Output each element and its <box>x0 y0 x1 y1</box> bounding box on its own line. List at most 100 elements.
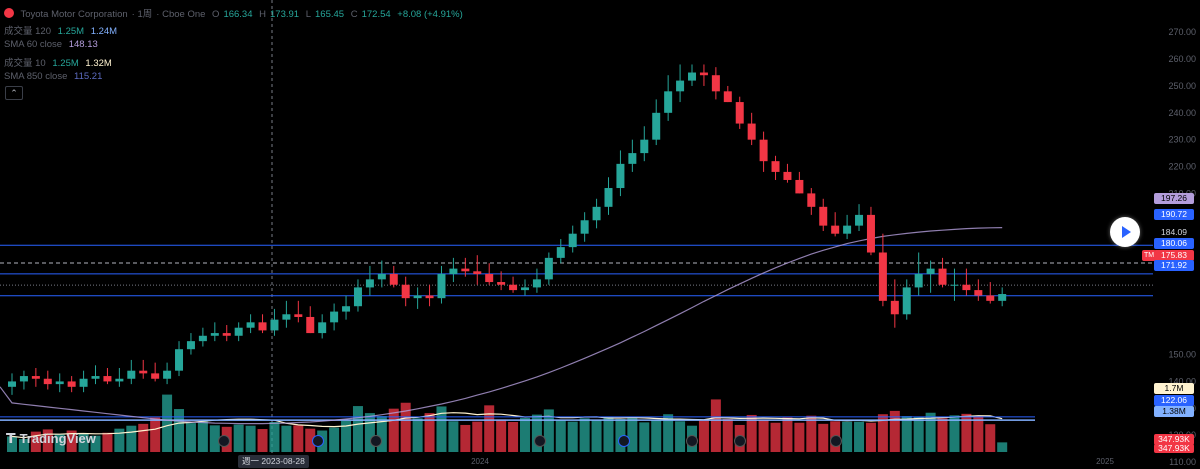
indicator-volume-120[interactable]: 成交量 120 1.25M 1.24M <box>4 26 118 37</box>
volume-bar <box>281 425 292 452</box>
volume-bar <box>90 435 101 452</box>
candle-body <box>186 341 195 350</box>
indicator-sma-60[interactable]: SMA 60 close 148.13 <box>4 39 98 50</box>
candle-body <box>246 322 255 328</box>
candle-body <box>222 333 231 336</box>
ohlc-low: 165.45 <box>315 9 345 20</box>
candle-body <box>8 381 16 387</box>
volume-bar <box>555 420 566 452</box>
volume-bar <box>42 429 53 452</box>
collapse-indicators-button[interactable]: ⌃ <box>5 86 23 100</box>
y-tick-label: 240.00 <box>1168 108 1196 118</box>
candle-body <box>902 287 911 315</box>
volume-bar <box>185 423 196 452</box>
ohlc-open: 166.34 <box>223 9 253 20</box>
volume-bar <box>102 432 113 452</box>
volume-bar <box>806 415 817 452</box>
volume-bar <box>842 421 853 452</box>
candle-body <box>520 287 529 291</box>
y-tick-label: 230.00 <box>1168 135 1196 145</box>
ohlc-close-label: C <box>350 9 358 20</box>
candle-body <box>866 214 875 253</box>
candle-body <box>509 284 518 291</box>
candle-body <box>163 370 172 379</box>
volume-bar <box>460 424 471 452</box>
dashed-line-label: 184.09 <box>1161 227 1187 237</box>
volume-bar <box>901 416 912 452</box>
candle-body <box>532 279 541 288</box>
volume-bar <box>519 417 530 452</box>
candle-body <box>497 282 506 285</box>
ohlc-high-label: H <box>259 9 267 20</box>
indicator-sma-850[interactable]: SMA 850 close 115.21 <box>4 71 103 82</box>
volume-bar <box>913 416 924 452</box>
candle-body <box>318 322 327 334</box>
candle-body <box>377 273 386 280</box>
timeframe[interactable]: 1周 <box>137 9 153 20</box>
volume-bar <box>209 425 220 452</box>
volume-bar <box>197 421 208 452</box>
volume-bar <box>388 408 399 452</box>
volume-bar <box>961 413 972 452</box>
volume-bar <box>877 414 888 452</box>
vol-sma850-label: 122.06 <box>1154 395 1194 406</box>
candle-body <box>855 214 864 226</box>
y-tick-label: 110.00 <box>1169 457 1196 467</box>
candle-body <box>998 294 1007 301</box>
candle-body <box>747 123 756 140</box>
candle-body <box>461 268 470 272</box>
volume-bar <box>543 409 554 452</box>
volume-bar <box>66 430 77 452</box>
tradingview-logo[interactable]: 𝗧 TradingView <box>6 430 96 446</box>
candle-body <box>711 75 720 92</box>
tm-tag: TM <box>1142 250 1156 261</box>
volume-bar <box>54 434 65 452</box>
volume-bar <box>7 436 17 452</box>
candle-body <box>234 327 243 336</box>
y-tick-label: 260.00 <box>1168 54 1196 64</box>
earnings-event-icon <box>830 435 842 447</box>
candle-body <box>31 376 40 379</box>
candle-body <box>914 273 923 288</box>
candle-body <box>115 378 124 382</box>
ohlc-low-label: L <box>305 9 312 20</box>
earnings-event-icon <box>686 435 698 447</box>
candle-body <box>807 193 816 207</box>
candle-body <box>759 139 768 162</box>
volume-bar <box>162 394 173 452</box>
volume-bar <box>651 420 662 452</box>
ohlc-open-label: O <box>212 9 220 20</box>
candle-body <box>699 72 708 76</box>
volume-bar <box>114 428 125 452</box>
volume-bar <box>508 422 519 452</box>
candle-body <box>592 206 601 221</box>
candle-body <box>688 72 697 81</box>
volume-bar <box>591 420 602 452</box>
volume-bar <box>18 439 29 452</box>
vol-ma120-label: 1.38M <box>1154 406 1194 417</box>
volume-bar <box>639 422 650 452</box>
replay-play-button[interactable] <box>1110 217 1140 247</box>
symbol-header: Toyota Motor Corporation · 1周 · Cboe One O… <box>4 6 467 20</box>
symbol-name[interactable]: Toyota Motor Corporation <box>20 9 128 20</box>
candle-body <box>389 273 398 285</box>
candle-body <box>556 247 565 258</box>
volume-bar <box>782 417 793 452</box>
indicator-volume-10[interactable]: 成交量 10 1.25M 1.32M <box>4 58 112 69</box>
vol-ma-label: 1.7M <box>1154 383 1194 394</box>
hline-190-label: 190.72 <box>1154 209 1194 220</box>
candle-body <box>330 311 339 323</box>
candle-body <box>282 314 291 320</box>
candle-body <box>616 163 625 189</box>
volume-bar <box>794 422 805 452</box>
candle-body <box>342 306 351 312</box>
hline-171-label: 171.92 <box>1154 260 1194 271</box>
hline-180-label: 180.06 <box>1154 238 1194 249</box>
candle-body <box>270 319 279 331</box>
volume-bar <box>30 431 41 452</box>
volume-bar <box>937 418 948 452</box>
volume-bar <box>233 424 244 452</box>
volume-bar <box>579 418 590 452</box>
y-tick-label: 270.00 <box>1168 27 1196 37</box>
